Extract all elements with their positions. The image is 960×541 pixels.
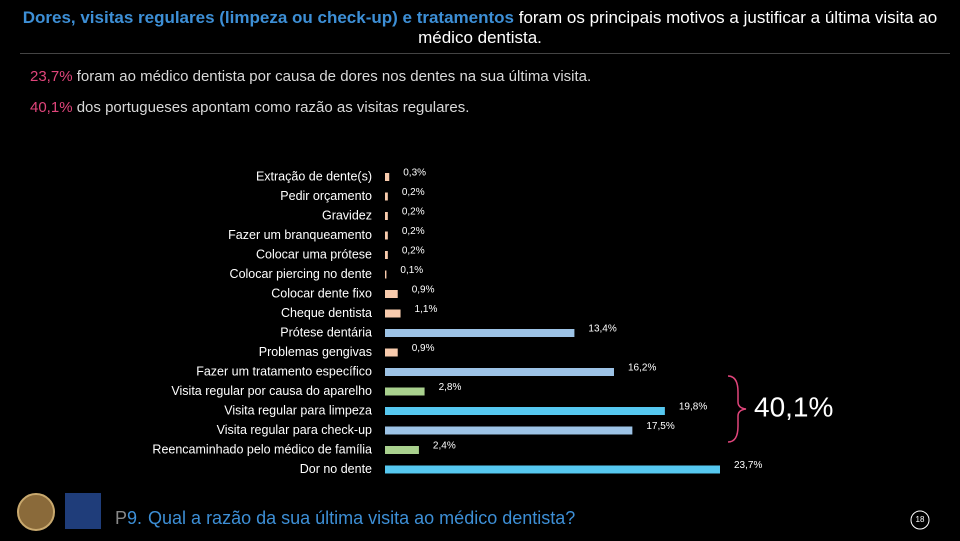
category-label: Pedir orçamento bbox=[280, 189, 372, 203]
highlight-text: dos portugueses apontam como razão as vi… bbox=[72, 99, 470, 116]
value-label: 19,8% bbox=[679, 402, 707, 413]
bar bbox=[385, 348, 398, 357]
category-label: Fazer um tratamento específico bbox=[196, 364, 372, 378]
category-label: Reencaminhado pelo médico de família bbox=[152, 442, 372, 456]
bar bbox=[385, 290, 398, 298]
bar bbox=[385, 387, 425, 396]
value-label: 0,1% bbox=[400, 265, 423, 276]
value-label: 2,8% bbox=[439, 382, 462, 393]
category-label: Cheque dentista bbox=[281, 306, 372, 320]
category-label: Visita regular para check-up bbox=[217, 423, 372, 437]
value-label: 17,5% bbox=[646, 421, 674, 432]
value-label: 0,2% bbox=[402, 207, 425, 218]
footer-question: P9. Qual a razão da sua última visita ao … bbox=[115, 508, 575, 528]
bar bbox=[385, 446, 419, 454]
category-label: Colocar uma prótese bbox=[256, 247, 372, 261]
slide-title: Dores, visitas regulares (limpeza ou che… bbox=[20, 8, 940, 48]
logos bbox=[17, 493, 101, 531]
highlight-text: foram ao médico dentista por causa de do… bbox=[72, 68, 592, 85]
highlight-value: 23,7% bbox=[30, 68, 73, 85]
highlight-line: 40,1% dos portugueses apontam como razão… bbox=[30, 99, 469, 116]
bar bbox=[385, 212, 388, 220]
bar bbox=[385, 465, 720, 474]
value-label: 1,1% bbox=[415, 304, 438, 315]
category-label: Visita regular por causa do aparelho bbox=[171, 384, 372, 398]
title-highlight: Dores, visitas regulares (limpeza ou che… bbox=[22, 8, 514, 27]
footer-text: Qual a razão da sua última visita ao méd… bbox=[148, 508, 575, 528]
title-rest: foram os principais motivos a justificar… bbox=[418, 8, 938, 47]
category-label: Colocar piercing no dente bbox=[230, 267, 372, 281]
category-label: Prótese dentária bbox=[280, 325, 372, 339]
value-label: 16,2% bbox=[628, 363, 656, 374]
bar bbox=[385, 407, 665, 415]
bar bbox=[385, 309, 401, 318]
value-label: 0,3% bbox=[403, 168, 426, 179]
highlight-line: 23,7% foram ao médico dentista por causa… bbox=[30, 68, 591, 85]
bar bbox=[385, 426, 633, 435]
bar bbox=[385, 173, 390, 181]
footer-number: 9. bbox=[127, 508, 142, 528]
brace bbox=[727, 375, 747, 443]
page-number: 18 bbox=[916, 515, 925, 524]
logo bbox=[17, 493, 55, 531]
category-label: Visita regular para limpeza bbox=[224, 403, 372, 417]
annotation: 40,1% bbox=[754, 391, 833, 422]
page-badge bbox=[910, 510, 930, 530]
value-label: 2,4% bbox=[433, 441, 456, 452]
category-label: Dor no dente bbox=[300, 462, 372, 476]
bar bbox=[385, 192, 388, 201]
category-label: Fazer um branqueamento bbox=[228, 228, 372, 242]
footer-prefix: P bbox=[115, 508, 127, 528]
bar bbox=[385, 231, 388, 240]
category-label: Problemas gengivas bbox=[259, 345, 372, 359]
logo bbox=[65, 493, 101, 529]
value-label: 0,2% bbox=[402, 246, 425, 257]
value-label: 0,9% bbox=[412, 343, 435, 354]
value-label: 23,7% bbox=[734, 460, 762, 471]
category-label: Gravidez bbox=[322, 208, 372, 222]
highlight-value: 40,1% bbox=[30, 99, 73, 116]
bar bbox=[385, 329, 575, 337]
value-label: 0,2% bbox=[402, 187, 425, 198]
bar bbox=[385, 368, 614, 376]
value-label: 0,2% bbox=[402, 226, 425, 237]
separator bbox=[20, 53, 950, 54]
value-label: 13,4% bbox=[588, 324, 616, 335]
category-label: Extração de dente(s) bbox=[256, 169, 372, 183]
bar bbox=[385, 251, 388, 259]
bar bbox=[385, 270, 387, 279]
category-label: Colocar dente fixo bbox=[271, 286, 372, 300]
value-label: 0,9% bbox=[412, 285, 435, 296]
